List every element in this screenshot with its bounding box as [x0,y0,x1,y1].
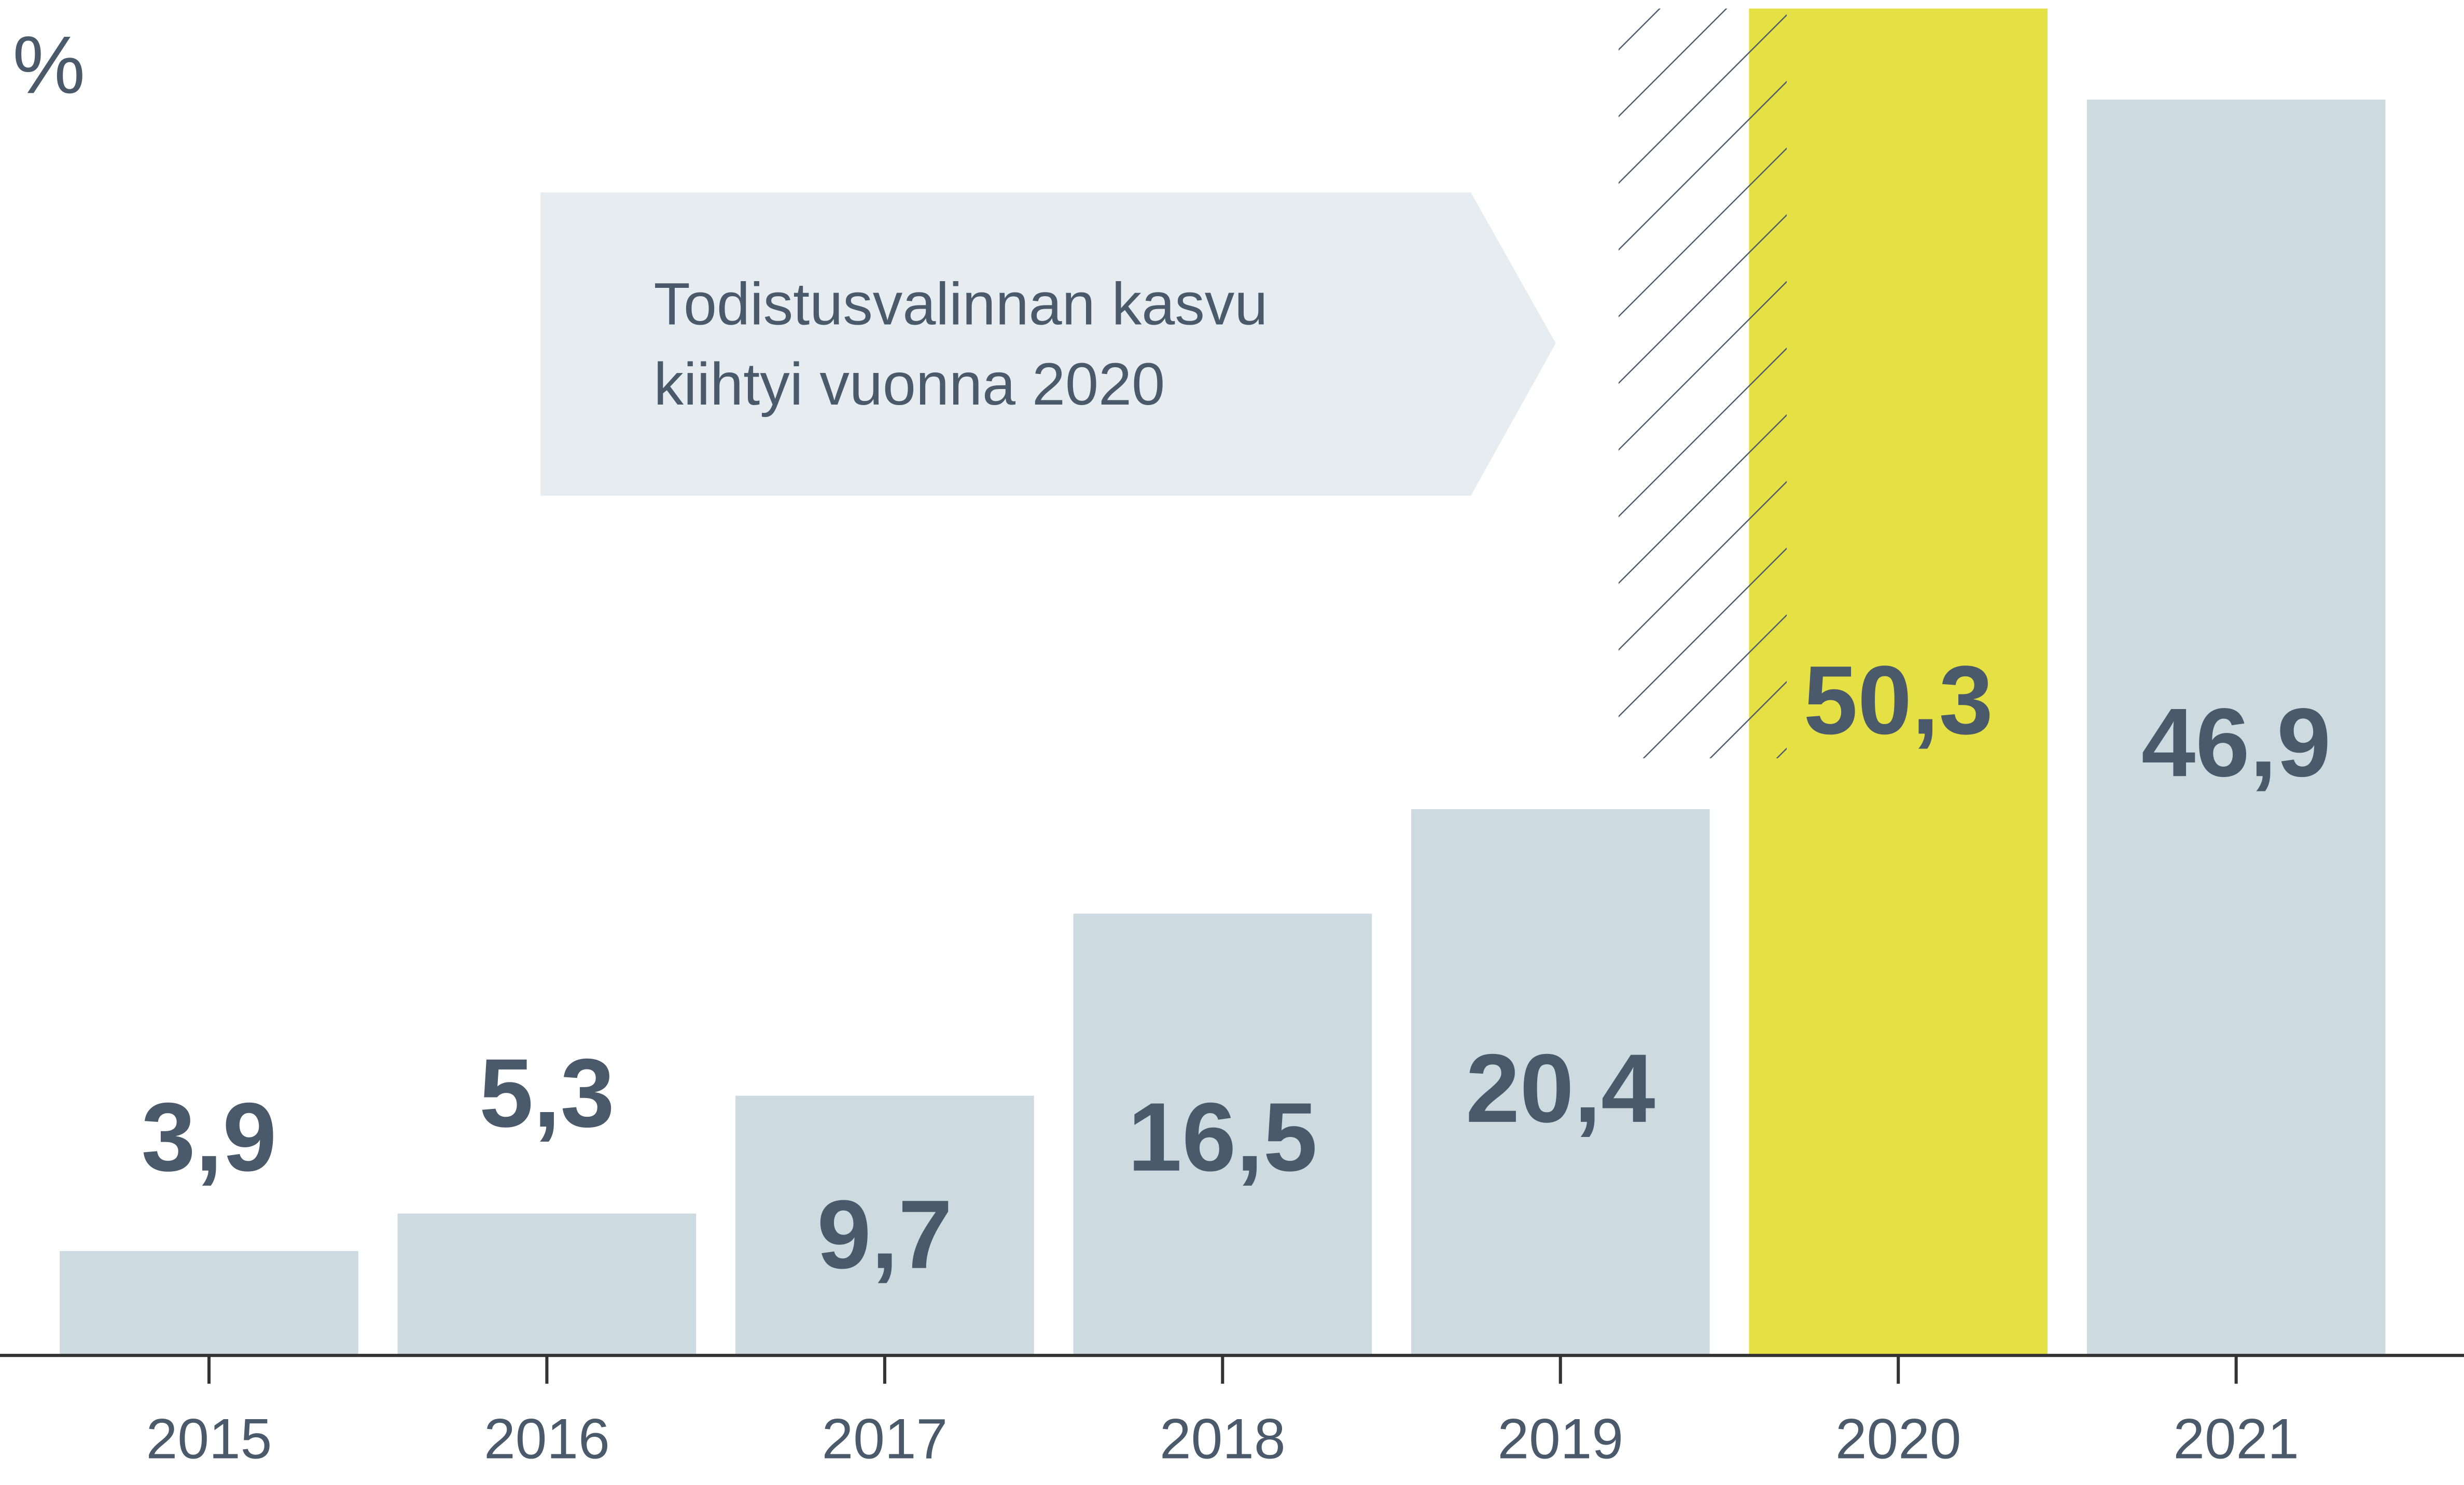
value-label: 50,3 [1803,645,1993,754]
bar [2086,100,2386,1356]
bar [735,1095,1034,1356]
value-label: 20,4 [1466,1034,1655,1143]
labels: 3,9 2015 5,3 2016 9,7 2017 16,5 2018 20,4 2019 50,… [141,645,2331,1470]
x-tick-label: 2016 [484,1408,610,1471]
value-label: 46,9 [2141,688,2331,797]
hatch-area [1618,8,1787,758]
annotation-arrow [540,192,1556,496]
x-tick-label: 2021 [2173,1408,2299,1471]
y-axis-label: % [12,19,85,110]
x-tick-label: 2020 [1835,1408,1961,1471]
bar [60,1251,358,1356]
bar [1411,809,1710,1356]
value-label: 3,9 [141,1082,276,1191]
value-label: 5,3 [479,1038,615,1147]
value-label: 9,7 [817,1180,952,1289]
annotation-line: Todistusvalinnan kasvu [653,271,1268,338]
value-label: 16,5 [1128,1082,1318,1191]
annotation-line: kiihtyi vuonna 2020 [653,351,1165,418]
bar [1073,913,1372,1356]
x-tick-label: 2015 [146,1408,272,1471]
x-tick-label: 2019 [1497,1408,1623,1471]
bars [60,8,2386,1356]
x-tick-label: 2018 [1160,1408,1286,1471]
bar [397,1213,697,1356]
x-tick-label: 2017 [822,1408,948,1471]
bar [1749,8,2048,1356]
